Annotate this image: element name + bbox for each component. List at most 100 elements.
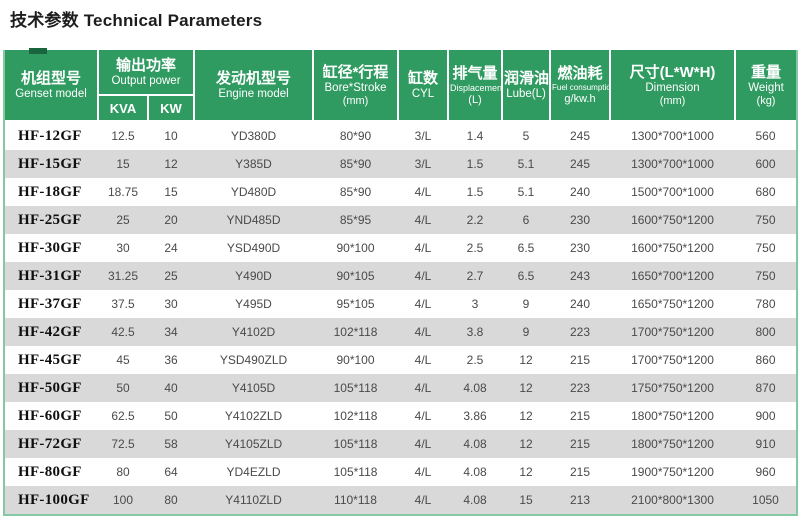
value-cell: YD4EZLD xyxy=(194,458,314,486)
value-cell: 25 xyxy=(148,262,195,290)
value-cell: 15 xyxy=(98,150,148,178)
value-cell: Y4105D xyxy=(194,374,314,402)
value-cell: 12 xyxy=(148,150,195,178)
value-cell: 2100*800*1300 xyxy=(610,486,736,514)
value-cell: 105*118 xyxy=(313,458,399,486)
value-cell: 1300*700*1000 xyxy=(610,150,736,178)
header-lube: 润滑油 Lube(L) xyxy=(501,50,551,122)
value-cell: 40 xyxy=(148,374,195,402)
value-cell: 6.5 xyxy=(502,262,551,290)
value-cell: 215 xyxy=(550,458,611,486)
value-cell: 45 xyxy=(98,346,148,374)
value-cell: 4/L xyxy=(398,262,449,290)
value-cell: 4/L xyxy=(398,458,449,486)
value-cell: 1500*700*1000 xyxy=(610,178,736,206)
table-row: HF-31GF 31.25 25 Y490D 90*105 4/L 2.7 6.5 243 165… xyxy=(5,262,797,290)
header-engine-model-en: Engine model xyxy=(218,88,289,100)
value-cell: 72.5 xyxy=(98,430,148,458)
header-weight-en: Weight xyxy=(748,81,784,94)
header-dimension-zh: 尺寸(L*W*H) xyxy=(629,63,716,81)
value-cell: 750 xyxy=(735,206,797,234)
value-cell: 58 xyxy=(148,430,195,458)
header-displacement-en: Displacement xyxy=(450,82,503,93)
genset-model-cell: HF-31GF xyxy=(5,262,98,290)
header-kva: KVA xyxy=(97,94,148,122)
value-cell: 4/L xyxy=(398,374,449,402)
header-displacement-unit: (L) xyxy=(468,93,482,106)
header-corner-accent xyxy=(29,48,47,54)
value-cell: 230 xyxy=(550,206,611,234)
value-cell: 780 xyxy=(735,290,797,318)
value-cell: 20 xyxy=(148,206,195,234)
table-row: HF-72GF 72.5 58 Y4105ZLD 105*118 4/L 4.08 12 215… xyxy=(5,430,797,458)
value-cell: 1650*700*1200 xyxy=(610,262,736,290)
value-cell: 42.5 xyxy=(98,318,148,346)
genset-model-cell: HF-18GF xyxy=(5,178,98,206)
value-cell: 900 xyxy=(735,402,797,430)
value-cell: Y385D xyxy=(194,150,314,178)
value-cell: 750 xyxy=(735,262,797,290)
genset-model-cell: HF-80GF xyxy=(5,458,98,486)
value-cell: 10 xyxy=(148,121,195,150)
value-cell: 240 xyxy=(550,178,611,206)
header-bore-stroke-en: Bore*Stroke xyxy=(324,81,387,94)
header-lube-zh: 润滑油 xyxy=(504,70,550,87)
value-cell: 90*100 xyxy=(313,234,399,262)
value-cell: 12 xyxy=(502,374,551,402)
header-kw: KW xyxy=(146,94,195,122)
value-cell: 223 xyxy=(550,374,611,402)
value-cell: 12 xyxy=(502,430,551,458)
genset-model-cell: HF-42GF xyxy=(5,318,98,346)
value-cell: 4.08 xyxy=(448,486,503,514)
value-cell: 12 xyxy=(502,402,551,430)
header-genset-model-zh: 机组型号 xyxy=(20,70,81,87)
table-row: HF-100GF 100 80 Y4110ZLD 110*118 4/L 4.08 15 213… xyxy=(5,486,797,514)
value-cell: 9 xyxy=(502,318,551,346)
header-bore-stroke-unit: (mm) xyxy=(342,94,369,107)
table-row: HF-18GF 18.75 15 YD480D 85*90 4/L 1.5 5.1 240 150… xyxy=(5,178,797,206)
value-cell: 4/L xyxy=(398,234,449,262)
value-cell: 750 xyxy=(735,234,797,262)
value-cell: Y490D xyxy=(194,262,314,290)
table-row: HF-60GF 62.5 50 Y4102ZLD 102*118 4/L 3.86 12 215… xyxy=(5,402,797,430)
value-cell: 15 xyxy=(148,178,195,206)
table-row: HF-12GF 12.5 10 YD380D 80*90 3/L 1.4 5 245 1300*7… xyxy=(5,121,797,150)
value-cell: 1650*750*1200 xyxy=(610,290,736,318)
value-cell: 50 xyxy=(98,374,148,402)
value-cell: 64 xyxy=(148,458,195,486)
value-cell: 2.2 xyxy=(448,206,503,234)
value-cell: 80*90 xyxy=(313,121,399,150)
value-cell: 870 xyxy=(735,374,797,402)
value-cell: 9 xyxy=(502,290,551,318)
value-cell: 80 xyxy=(148,486,195,514)
value-cell: YSD490ZLD xyxy=(194,346,314,374)
value-cell: 1800*750*1200 xyxy=(610,402,736,430)
value-cell: 1800*750*1200 xyxy=(610,430,736,458)
header-output-power-en: Output power xyxy=(111,75,181,87)
table-row: HF-15GF 15 12 Y385D 85*90 3/L 1.5 5.1 245 1300*70… xyxy=(5,150,797,178)
header-cyl-zh: 缸数 xyxy=(408,70,439,87)
value-cell: 1700*750*1200 xyxy=(610,346,736,374)
value-cell: 12 xyxy=(502,346,551,374)
table-row: HF-80GF 80 64 YD4EZLD 105*118 4/L 4.08 12 215 190… xyxy=(5,458,797,486)
value-cell: 95*105 xyxy=(313,290,399,318)
value-cell: 18.75 xyxy=(98,178,148,206)
value-cell: 800 xyxy=(735,318,797,346)
value-cell: 90*105 xyxy=(313,262,399,290)
header-cyl: 缸数 CYL xyxy=(397,50,449,122)
header-fuel-consumption: 燃油耗 Fuel consumption g/kw.h xyxy=(549,50,611,122)
value-cell: 1600*750*1200 xyxy=(610,234,736,262)
value-cell: 80 xyxy=(98,458,148,486)
value-cell: 4/L xyxy=(398,290,449,318)
value-cell: 24 xyxy=(148,234,195,262)
value-cell: 3.8 xyxy=(448,318,503,346)
value-cell: 102*118 xyxy=(313,402,399,430)
value-cell: YD380D xyxy=(194,121,314,150)
value-cell: 85*95 xyxy=(313,206,399,234)
value-cell: 50 xyxy=(148,402,195,430)
value-cell: 4.08 xyxy=(448,430,503,458)
value-cell: 1.5 xyxy=(448,178,503,206)
header-dimension-en: Dimension xyxy=(645,81,700,94)
value-cell: 215 xyxy=(550,402,611,430)
genset-model-cell: HF-37GF xyxy=(5,290,98,318)
